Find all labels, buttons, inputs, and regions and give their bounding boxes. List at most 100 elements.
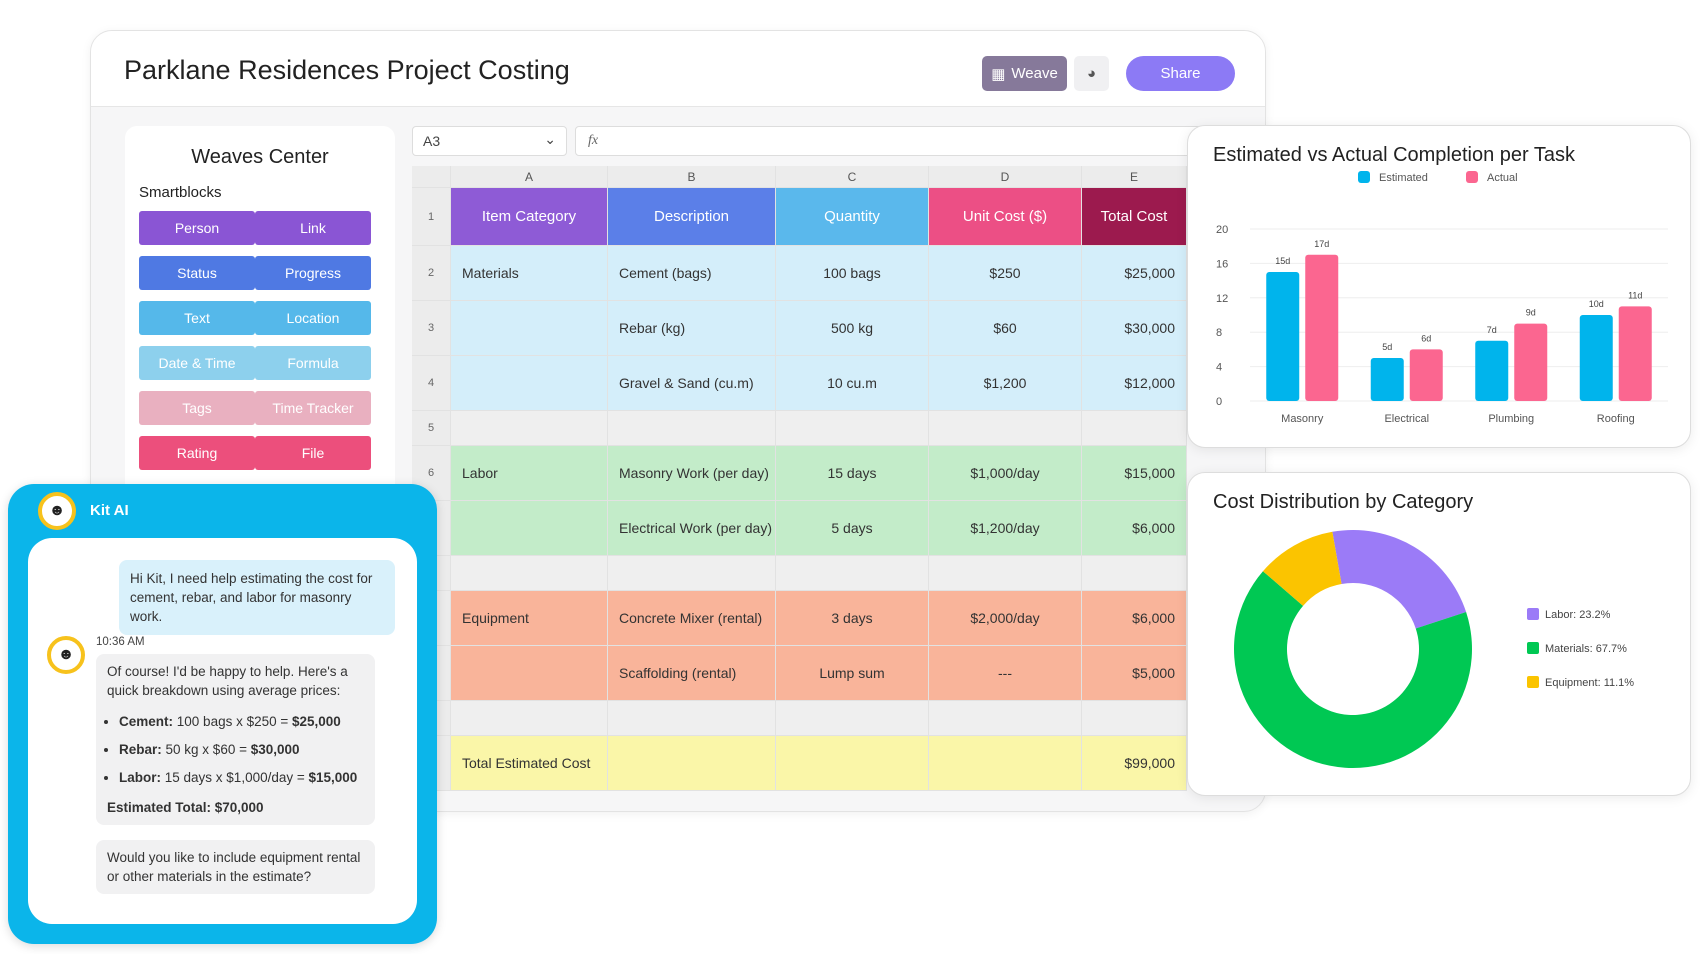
smartblock-rating[interactable]: Rating (139, 436, 255, 470)
table-cell[interactable]: $2,000/day (929, 591, 1082, 646)
table-cell[interactable]: $25,000 (1082, 246, 1187, 301)
table-cell[interactable]: $99,000 (1082, 736, 1187, 791)
smartblock-file[interactable]: File (255, 436, 371, 470)
legend-label[interactable]: Equipment: 11.1% (1545, 677, 1634, 689)
table-cell[interactable] (929, 411, 1082, 446)
table-cell[interactable]: Equipment (451, 591, 608, 646)
smartblock-status[interactable]: Status (139, 256, 255, 290)
smartblock-link[interactable]: Link (255, 211, 371, 245)
table-cell[interactable] (929, 701, 1082, 736)
table-cell[interactable] (608, 736, 776, 791)
table-cell[interactable]: Gravel & Sand (cu.m) (608, 356, 776, 411)
smartblock-progress[interactable]: Progress (255, 256, 371, 290)
bar-actual[interactable] (1618, 306, 1652, 401)
table-cell[interactable] (451, 301, 608, 356)
table-cell[interactable]: $250 (929, 246, 1082, 301)
legend-label[interactable]: Labor: 23.2% (1545, 609, 1611, 621)
row-number[interactable]: 5 (412, 411, 451, 446)
table-cell[interactable] (1082, 411, 1187, 446)
table-cell[interactable] (776, 701, 929, 736)
table-cell[interactable]: Scaffolding (rental) (608, 646, 776, 701)
table-cell[interactable]: $5,000 (1082, 646, 1187, 701)
bar-estimated[interactable] (1475, 340, 1509, 401)
formula-input[interactable]: fx (575, 126, 1265, 156)
table-cell[interactable] (451, 501, 608, 556)
table-cell[interactable] (451, 646, 608, 701)
share-button[interactable]: Share (1126, 56, 1235, 91)
table-cell[interactable]: Total Estimated Cost (451, 736, 608, 791)
header-cell[interactable]: Total Cost (1082, 188, 1187, 246)
table-cell[interactable] (608, 701, 776, 736)
table-cell[interactable]: $1,000/day (929, 446, 1082, 501)
table-cell[interactable]: $1,200/day (929, 501, 1082, 556)
header-cell[interactable]: Description (608, 188, 776, 246)
table-cell[interactable] (1082, 556, 1187, 591)
bar-estimated[interactable] (1266, 272, 1300, 401)
table-cell[interactable] (451, 556, 608, 591)
table-cell[interactable]: Concrete Mixer (rental) (608, 591, 776, 646)
table-cell[interactable]: $12,000 (1082, 356, 1187, 411)
cell-reference-select[interactable]: A3 ⌄ (412, 126, 567, 156)
smartblock-tags[interactable]: Tags (139, 391, 255, 425)
table-cell[interactable] (451, 411, 608, 446)
bar-actual[interactable] (1305, 254, 1339, 401)
table-cell[interactable]: $1,200 (929, 356, 1082, 411)
slice-labor[interactable] (1332, 530, 1467, 629)
weave-button[interactable]: ▦ Weave (982, 56, 1067, 91)
smartblock-text[interactable]: Text (139, 301, 255, 335)
table-cell[interactable]: $6,000 (1082, 501, 1187, 556)
bar-estimated[interactable] (1370, 358, 1404, 401)
smartblock-formula[interactable]: Formula (255, 346, 371, 380)
table-cell[interactable] (776, 556, 929, 591)
select-all-corner[interactable] (412, 166, 451, 188)
table-cell[interactable] (451, 701, 608, 736)
column-header-E[interactable]: E (1082, 166, 1187, 188)
table-cell[interactable] (929, 556, 1082, 591)
table-cell[interactable]: $30,000 (1082, 301, 1187, 356)
column-header-C[interactable]: C (776, 166, 929, 188)
header-cell[interactable]: Quantity (776, 188, 929, 246)
smartblock-person[interactable]: Person (139, 211, 255, 245)
legend-label[interactable]: Estimated (1379, 172, 1428, 184)
table-cell[interactable]: Electrical Work (per day) (608, 501, 776, 556)
smartblock-location[interactable]: Location (255, 301, 371, 335)
slice-equipment[interactable] (1262, 531, 1342, 606)
table-cell[interactable]: 15 days (776, 446, 929, 501)
table-cell[interactable]: $60 (929, 301, 1082, 356)
table-cell[interactable]: 3 days (776, 591, 929, 646)
column-header-B[interactable]: B (608, 166, 776, 188)
bar-actual[interactable] (1409, 349, 1443, 401)
table-cell[interactable]: --- (929, 646, 1082, 701)
table-cell[interactable]: $15,000 (1082, 446, 1187, 501)
legend-label[interactable]: Actual (1487, 172, 1518, 184)
row-number[interactable]: 4 (412, 356, 451, 411)
table-cell[interactable]: Labor (451, 446, 608, 501)
bar-actual[interactable] (1514, 323, 1548, 401)
table-cell[interactable]: Lump sum (776, 646, 929, 701)
gauge-button[interactable]: ◕ (1074, 56, 1109, 91)
table-cell[interactable]: Cement (bags) (608, 246, 776, 301)
bar-estimated[interactable] (1579, 315, 1613, 401)
table-cell[interactable] (451, 356, 608, 411)
table-cell[interactable] (608, 411, 776, 446)
row-number[interactable]: 3 (412, 301, 451, 356)
row-number[interactable]: 2 (412, 246, 451, 301)
table-cell[interactable] (776, 736, 929, 791)
table-cell[interactable] (1082, 701, 1187, 736)
table-cell[interactable]: Rebar (kg) (608, 301, 776, 356)
table-cell[interactable]: Materials (451, 246, 608, 301)
column-header-D[interactable]: D (929, 166, 1082, 188)
table-cell[interactable]: 100 bags (776, 246, 929, 301)
table-cell[interactable]: $6,000 (1082, 591, 1187, 646)
table-cell[interactable]: Masonry Work (per day) (608, 446, 776, 501)
smartblock-date-time[interactable]: Date & Time (139, 346, 255, 380)
header-cell[interactable]: Item Category (451, 188, 608, 246)
table-cell[interactable] (608, 556, 776, 591)
table-cell[interactable]: 10 cu.m (776, 356, 929, 411)
legend-label[interactable]: Materials: 67.7% (1545, 643, 1627, 655)
table-cell[interactable]: 500 kg (776, 301, 929, 356)
header-cell[interactable]: Unit Cost ($) (929, 188, 1082, 246)
table-cell[interactable] (776, 411, 929, 446)
table-cell[interactable]: 5 days (776, 501, 929, 556)
column-header-A[interactable]: A (451, 166, 608, 188)
